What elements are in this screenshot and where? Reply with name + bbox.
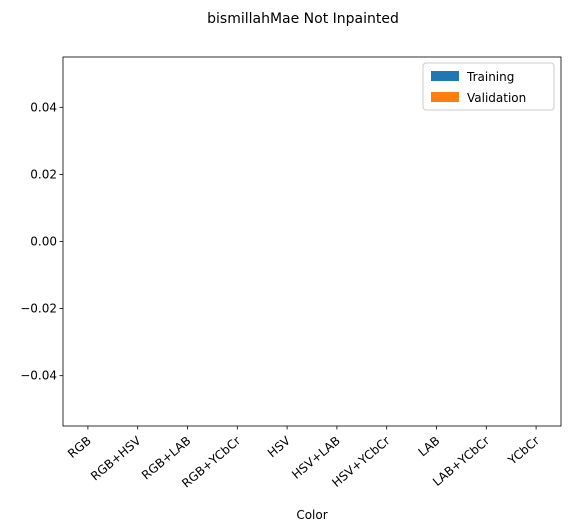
plot-frame — [62, 56, 562, 427]
x-tick-label: RGB+HSV — [88, 433, 144, 483]
x-tick-label: LAB — [415, 434, 442, 460]
y-tick-label: −0.04 — [20, 369, 57, 383]
chart-title: bismillahMae Not Inpainted — [207, 11, 399, 27]
legend: Training Validation — [422, 62, 555, 111]
y-tick-label: 0.00 — [30, 235, 57, 249]
y-tick-label: 0.04 — [30, 100, 57, 114]
x-axis-label: Color — [296, 508, 327, 522]
x-tick-label: HSV — [265, 433, 294, 460]
y-tick-label: 0.02 — [30, 167, 57, 181]
y-tick-label: −0.02 — [20, 302, 57, 316]
plot-area — [62, 56, 562, 427]
legend-label-training: Training — [466, 70, 514, 84]
y-axis: 0.04 0.02 0.00 −0.02 −0.04 — [20, 100, 63, 383]
legend-swatch-training — [431, 71, 459, 81]
x-tick-label: RGB — [65, 434, 94, 461]
legend-swatch-validation — [431, 92, 459, 102]
legend-label-validation: Validation — [467, 91, 526, 105]
x-tick-label: YCbCr — [505, 434, 542, 469]
